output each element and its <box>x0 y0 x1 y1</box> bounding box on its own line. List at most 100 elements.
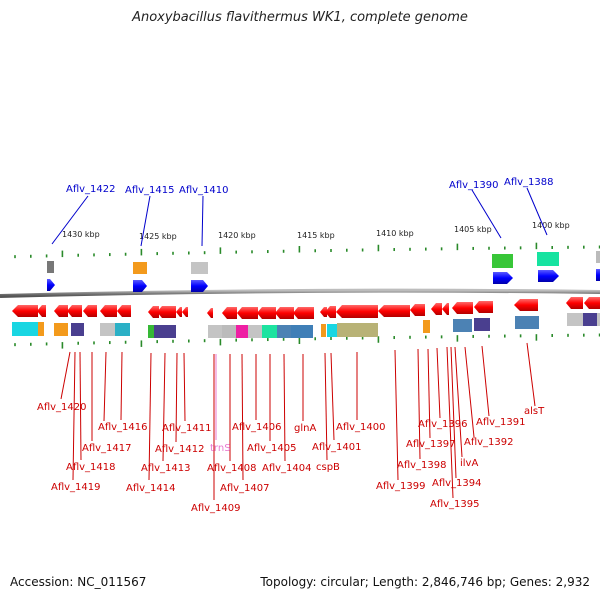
reverse-gene[interactable] <box>442 303 449 315</box>
cog-box <box>12 322 38 336</box>
gene-label: ilvA <box>460 458 478 469</box>
gene-label: Aflv_1408 <box>207 463 257 474</box>
scale-label: 1400 kbp <box>532 221 570 230</box>
cog-box <box>337 323 378 337</box>
reverse-gene[interactable] <box>54 305 68 317</box>
gene-label: Aflv_1388 <box>504 177 554 188</box>
gene-label: Aflv_1420 <box>37 402 87 413</box>
leader-line <box>324 352 328 461</box>
forward-gene[interactable] <box>596 269 600 281</box>
reverse-gene[interactable] <box>320 307 327 317</box>
reverse-gene[interactable] <box>336 305 378 318</box>
reverse-gene[interactable] <box>325 306 336 318</box>
gene-label: Aflv_1395 <box>430 499 480 510</box>
scale-label: 1410 kbp <box>376 229 414 238</box>
reverse-gene[interactable] <box>148 306 159 318</box>
leader-line <box>427 348 431 439</box>
gene-label: Aflv_1400 <box>336 422 386 433</box>
leader-line <box>103 351 107 422</box>
forward-gene[interactable] <box>538 270 559 282</box>
forward-gene[interactable] <box>191 280 208 292</box>
gene-label: Aflv_1414 <box>126 483 176 494</box>
gene-label: Aflv_1413 <box>141 463 191 474</box>
forward-gene[interactable] <box>47 279 55 291</box>
gene-label: Aflv_1412 <box>155 444 205 455</box>
reverse-gene[interactable] <box>222 307 237 319</box>
leader-line <box>241 353 244 481</box>
gene-label: Aflv_1401 <box>312 442 362 453</box>
cog-box <box>567 313 583 326</box>
reverse-gene[interactable] <box>293 307 314 319</box>
gene-label: Aflv_1397 <box>406 439 456 450</box>
gene-label: Aflv_1390 <box>449 180 499 191</box>
cog-box <box>38 322 44 336</box>
reverse-gene[interactable] <box>275 307 294 319</box>
reverse-gene[interactable] <box>117 305 131 317</box>
gene-label: Aflv_1394 <box>432 478 482 489</box>
gene-label: Aflv_1392 <box>464 437 514 448</box>
reverse-label-group: Aflv_1420 Aflv_1419 Aflv_1418 Aflv_1417 … <box>37 402 545 514</box>
reverse-gene[interactable] <box>257 307 276 319</box>
reverse-gene[interactable] <box>157 306 176 318</box>
leader-line <box>481 345 490 417</box>
reverse-gene[interactable] <box>207 308 213 318</box>
cog-box <box>537 252 559 266</box>
gene-label: Aflv_1407 <box>220 483 270 494</box>
cog-box <box>154 325 176 338</box>
gene-label: Aflv_1406 <box>232 422 282 433</box>
cog-box <box>222 325 236 338</box>
gene-label: Aflv_1419 <box>51 482 101 493</box>
gene-label: Aflv_1417 <box>82 443 132 454</box>
scale-label: 1430 kbp <box>62 230 100 239</box>
reverse-gene[interactable] <box>566 297 583 309</box>
gene-label: Aflv_1391 <box>476 417 526 428</box>
forward-genes <box>47 269 600 292</box>
cog-box <box>236 325 248 338</box>
forward-cog-boxes <box>47 251 600 274</box>
gene-label: Aflv_1410 <box>179 185 229 196</box>
gene-label: Aflv_1405 <box>247 443 297 454</box>
reverse-gene[interactable] <box>83 305 97 317</box>
leader-line <box>60 351 71 400</box>
reverse-gene[interactable] <box>12 305 38 317</box>
reverse-gene[interactable] <box>514 299 538 311</box>
gene-label: Aflv_1415 <box>125 185 175 196</box>
reverse-gene[interactable] <box>584 297 600 309</box>
reverse-gene[interactable] <box>100 305 117 317</box>
gene-label: Aflv_1409 <box>191 503 241 514</box>
leader-line <box>454 346 463 458</box>
scale-labels: 1430 kbp 1425 kbp 1420 kbp 1415 kbp 1410… <box>62 221 570 241</box>
reverse-gene[interactable] <box>67 305 82 317</box>
cog-box <box>148 325 154 338</box>
leader-line <box>51 195 89 245</box>
genome-backbone <box>0 288 600 298</box>
cog-box <box>474 318 490 331</box>
leader-line <box>183 352 186 422</box>
gene-label: Aflv_1396 <box>418 419 468 430</box>
scale-label: 1425 kbp <box>139 232 177 241</box>
reverse-gene[interactable] <box>410 304 425 316</box>
reverse-gene[interactable] <box>237 307 258 319</box>
cog-box <box>583 313 597 326</box>
reverse-gene[interactable] <box>452 302 473 314</box>
reverse-cog-boxes <box>12 313 600 338</box>
accession-text: Accession: NC_011567 <box>10 575 147 589</box>
cog-box <box>453 319 472 332</box>
cog-box <box>248 325 262 338</box>
forward-gene[interactable] <box>133 280 147 292</box>
gene-label: Aflv_1422 <box>66 184 116 195</box>
forward-leader-lines <box>51 187 548 247</box>
reverse-gene[interactable] <box>176 307 182 317</box>
leader-line <box>417 348 421 460</box>
leader-line <box>72 351 76 481</box>
reverse-gene[interactable] <box>431 303 442 315</box>
gene-label: glnA <box>294 423 316 434</box>
reverse-gene[interactable] <box>182 307 188 317</box>
cog-box <box>71 323 84 336</box>
leader-line <box>330 352 335 441</box>
forward-gene[interactable] <box>493 272 513 284</box>
reverse-gene[interactable] <box>37 305 46 317</box>
reverse-gene[interactable] <box>474 301 493 313</box>
reverse-gene[interactable] <box>378 305 410 317</box>
leader-line <box>201 195 204 247</box>
